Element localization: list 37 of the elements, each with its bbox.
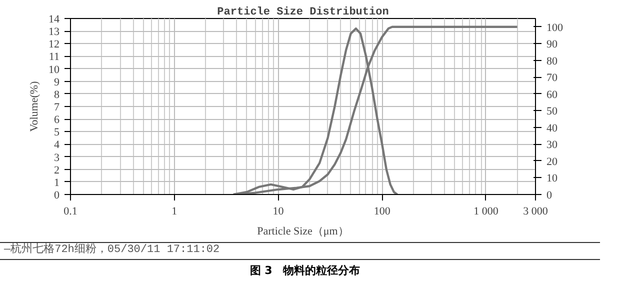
y-tick-label: 2: [54, 164, 60, 176]
y-axis-title: Volume(%): [28, 80, 40, 132]
y2-tick-label: 40: [546, 122, 558, 134]
y2-tick-label: 20: [546, 156, 558, 168]
y-tick-label: 10: [48, 64, 60, 76]
y-tick-label: 9: [54, 76, 60, 88]
y2-tick-label: 80: [546, 55, 558, 68]
text: —杭州七格72h细粉，05/30/11 17:11:02: [0, 242, 600, 260]
y2-tick-label: 60: [546, 88, 558, 101]
y-tick-label: 14: [48, 14, 60, 26]
y-tick-label: 6: [54, 114, 60, 126]
x-tick-label: 10: [272, 206, 284, 218]
x-tick-label: 3 000: [523, 206, 548, 218]
y-tick-label: 13: [48, 26, 60, 38]
y2-tick-label: 10: [546, 172, 558, 185]
x-tick-label: 100: [374, 206, 391, 218]
y-tick-label: 11: [48, 51, 60, 64]
y2-tick-label: 100: [546, 22, 564, 34]
caption: 图 3 物料的粒径分布: [248, 262, 362, 278]
x-axis-title: Particle Size（μm）: [257, 226, 349, 238]
x-tick-label: 0.1: [64, 206, 78, 218]
x-tick-label: 1: [172, 206, 178, 218]
y2-tick-label: 30: [546, 139, 558, 152]
x-tick-label: 1 000: [474, 206, 499, 218]
y2-tick-label: 70: [546, 72, 558, 84]
y-tick-label: 8: [54, 88, 60, 101]
y-tick-label: 5: [54, 126, 60, 139]
y-tick-label: 0: [54, 190, 60, 202]
y-tick-label: 3: [54, 152, 60, 164]
y-tick-label: 1: [54, 176, 60, 189]
y2-tick-label: 50: [546, 106, 558, 118]
y2-tick-label: 0: [546, 190, 552, 202]
y-tick-label: 4: [54, 139, 60, 152]
chart-title: Particle Size Distribution: [217, 6, 389, 18]
y-tick-label: 7: [54, 102, 60, 114]
y2-tick-label: 90: [546, 38, 558, 51]
y-tick-label: 12: [48, 38, 60, 51]
